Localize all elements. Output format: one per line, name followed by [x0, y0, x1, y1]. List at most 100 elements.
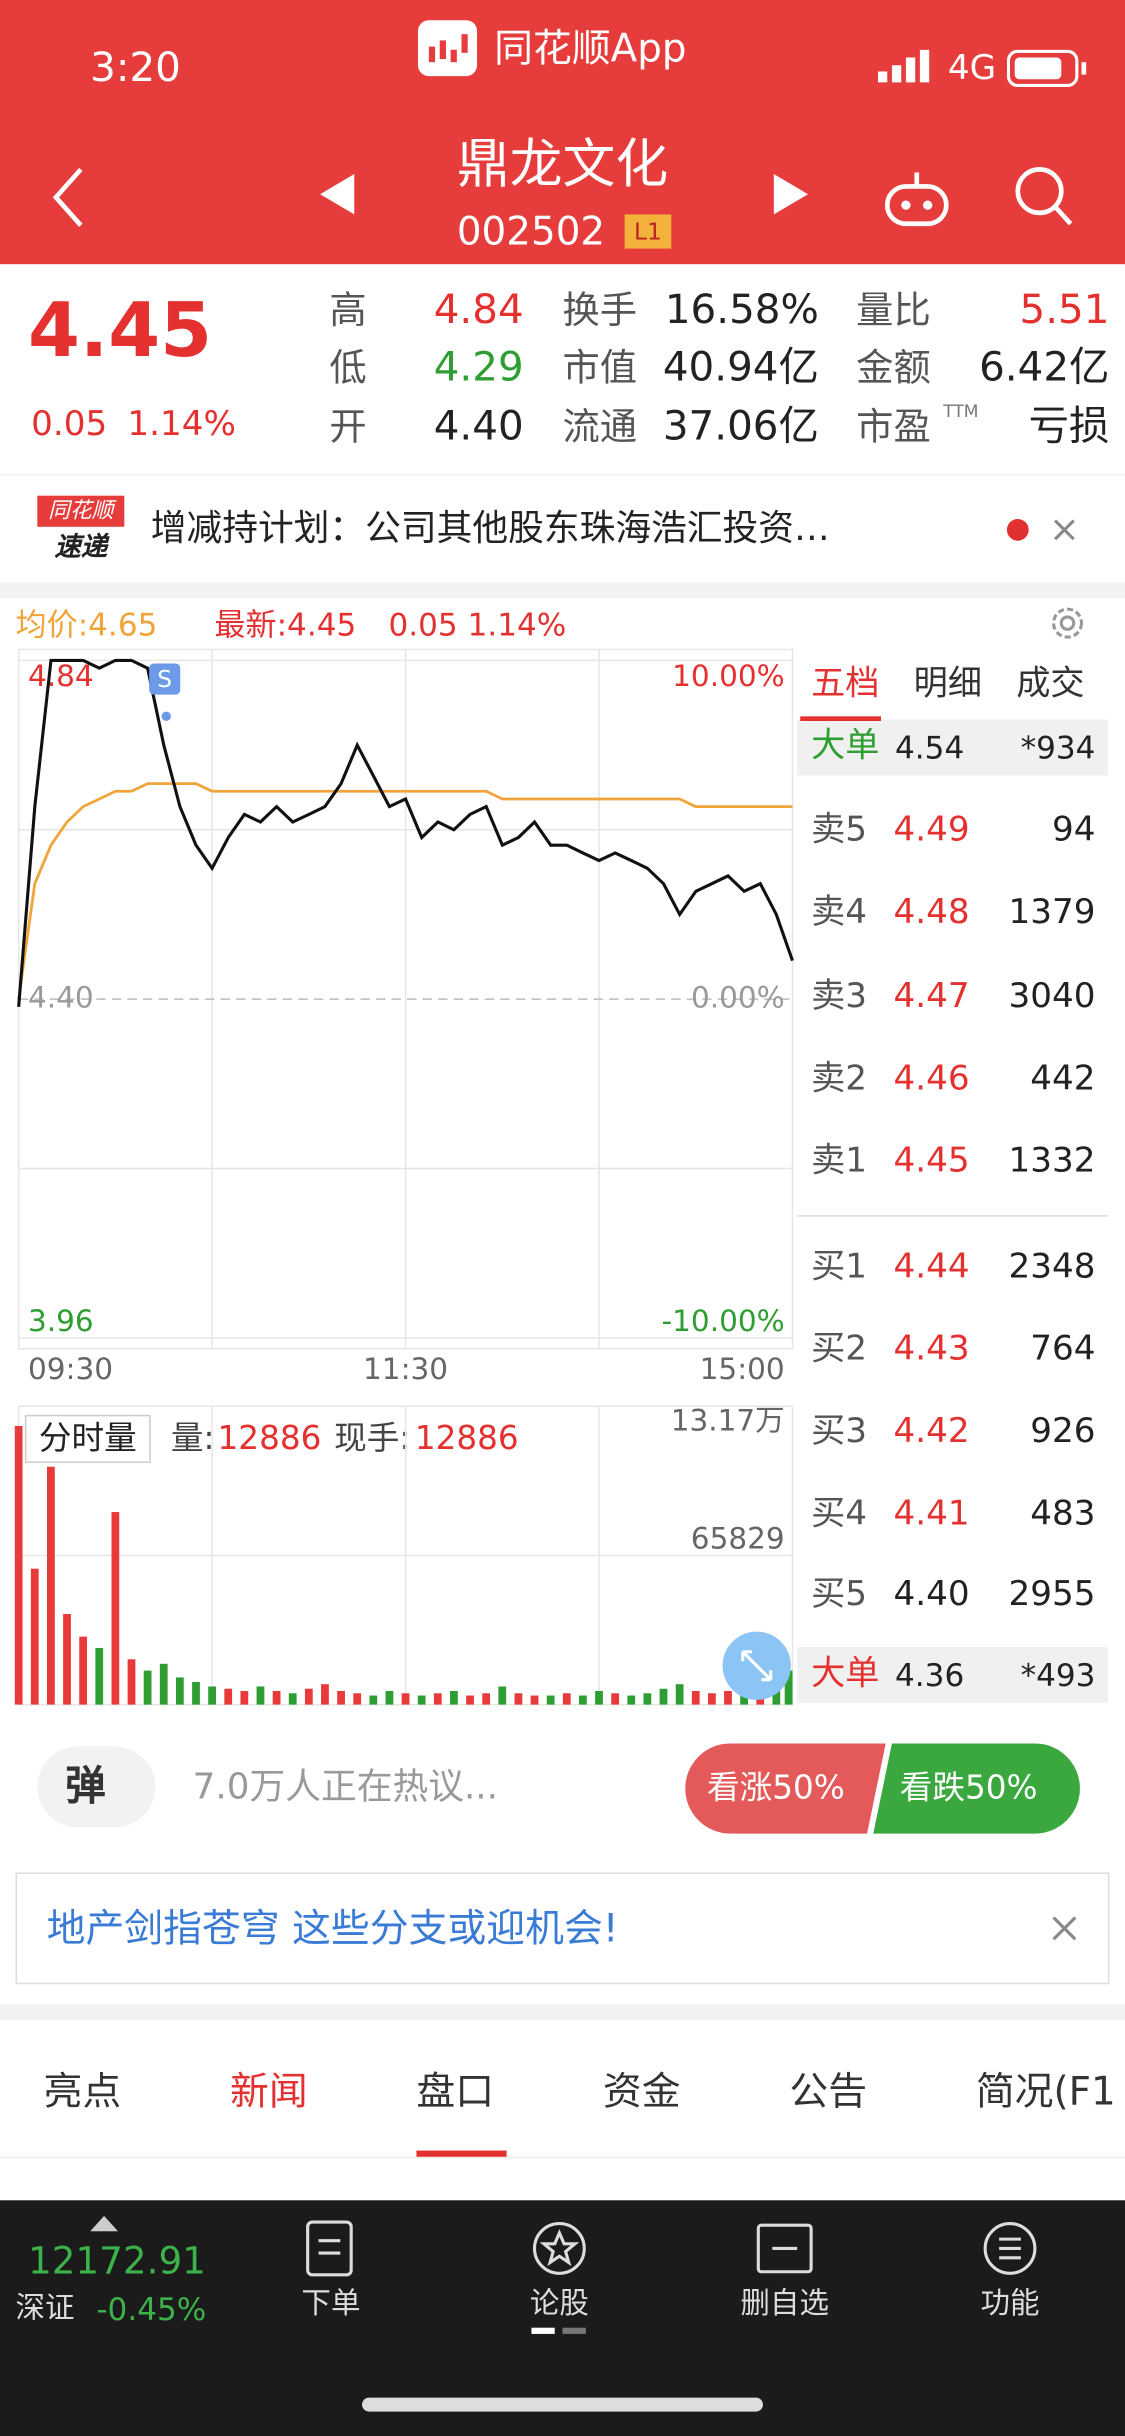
detail-tab[interactable]: 盘口 — [416, 2068, 495, 2115]
volume-bar — [579, 1695, 587, 1705]
stock-name: 鼎龙文化 — [456, 133, 669, 196]
volume-bar — [304, 1688, 313, 1705]
divider — [0, 2156, 1125, 2159]
volume-value: 12886 — [217, 1419, 322, 1457]
banner-close[interactable] — [1050, 1914, 1078, 1942]
book-volume: 2955 — [1008, 1575, 1096, 1615]
book-label: 买1 — [811, 1247, 868, 1287]
stat-value: 5.51 — [1019, 287, 1110, 335]
prev-stock[interactable] — [317, 171, 361, 218]
volume-bar — [30, 1568, 39, 1705]
volume-bar — [401, 1693, 410, 1705]
stat-label: 量比 — [856, 289, 931, 333]
tab-underline — [800, 716, 882, 721]
volume-bar — [514, 1693, 523, 1705]
y-tick-label: 3.96 — [28, 1304, 94, 1338]
divider — [797, 1215, 1108, 1217]
index-change: -0.45% — [96, 2290, 207, 2328]
volume-bar — [611, 1693, 620, 1705]
stat-label: 低 — [329, 346, 367, 391]
detail-tab[interactable]: 简况(F1 — [975, 2068, 1116, 2115]
book-price: 4.47 — [893, 977, 970, 1017]
volume-bar — [240, 1691, 249, 1705]
book-volume: 483 — [1030, 1494, 1096, 1534]
robot-button[interactable] — [883, 168, 954, 230]
book-price: 4.43 — [893, 1330, 970, 1369]
y-tick-label: 65829 — [691, 1521, 785, 1555]
book-label: 卖5 — [811, 811, 868, 850]
x-tick-label: 11:30 — [363, 1352, 448, 1386]
nav-label[interactable]: 下单 — [301, 2286, 361, 2321]
stat-value: 37.06亿 — [662, 404, 819, 451]
banner[interactable] — [15, 1872, 1110, 1985]
detail-tab[interactable]: 亮点 — [43, 2068, 122, 2115]
nav-label[interactable]: 删自选 — [740, 2286, 829, 2321]
stat-value: 亏损 — [1028, 404, 1110, 451]
volume-bar — [95, 1647, 104, 1705]
volume-bar — [224, 1688, 233, 1705]
volume-bar — [337, 1691, 345, 1705]
volume-bar — [498, 1686, 507, 1705]
nav-icon[interactable] — [980, 2219, 1039, 2278]
volume-bar — [192, 1681, 200, 1705]
stat-label: 高 — [329, 289, 367, 333]
big-order-row — [797, 719, 1108, 776]
news-close[interactable] — [1004, 516, 1082, 544]
book-tab[interactable]: 五档 — [811, 665, 880, 704]
book-volume: 2348 — [1008, 1247, 1096, 1287]
danmu-button[interactable]: 弹 — [37, 1746, 156, 1828]
nav-icon[interactable] — [301, 2219, 360, 2278]
search-button[interactable] — [1013, 165, 1075, 230]
index-arrow — [90, 2215, 119, 2232]
book-price: 4.48 — [893, 893, 970, 933]
index-value[interactable]: 12172.91 — [27, 2239, 206, 2283]
book-volume: 1379 — [1008, 893, 1096, 933]
back-button[interactable] — [47, 163, 94, 231]
volume-bar — [659, 1688, 668, 1705]
volume-bar — [353, 1693, 362, 1705]
marker-box — [149, 663, 181, 695]
news-text[interactable]: 增减持计划：公司其他股东珠海浩汇投资… — [150, 508, 830, 550]
book-price: 4.46 — [893, 1059, 970, 1099]
badge-bottom: 速递 — [54, 532, 108, 564]
divider — [0, 473, 1125, 476]
volume-bar — [627, 1695, 636, 1705]
banner-text[interactable]: 地产剑指苍穹 这些分支或迎机会! — [46, 1905, 619, 1951]
next-stock[interactable] — [771, 171, 815, 218]
bear-button[interactable]: 看跌50% — [899, 1769, 1038, 1807]
detail-tab[interactable]: 新闻 — [229, 2068, 308, 2115]
last-price: 4.45 — [27, 287, 213, 375]
volume-label: 量: — [170, 1419, 215, 1457]
home-indicator — [362, 2397, 763, 2412]
nav-label[interactable]: 功能 — [980, 2286, 1040, 2321]
avg-label: 均价:4.65 — [15, 606, 158, 644]
danmu-label: 弹 — [65, 1763, 106, 1811]
volume-bar — [143, 1670, 152, 1705]
book-tab[interactable]: 明细 — [913, 665, 983, 704]
price-line — [17, 658, 794, 1008]
price-change: 0.05 — [31, 405, 108, 445]
battery-icon — [1006, 49, 1087, 88]
volume-bar — [450, 1691, 458, 1705]
nav-icon[interactable] — [530, 2219, 589, 2278]
volume-bar — [433, 1693, 442, 1705]
volume-bar — [595, 1691, 603, 1705]
book-price: 4.44 — [893, 1247, 970, 1287]
book-tab[interactable]: 成交 — [1016, 665, 1085, 704]
big-order-price: 4.36 — [895, 1656, 965, 1694]
nav-label[interactable]: 论股 — [529, 2286, 589, 2321]
detail-tab[interactable]: 公告 — [789, 2068, 868, 2115]
volume-bar — [208, 1686, 216, 1705]
settings-button[interactable] — [1047, 603, 1087, 643]
nav-icon[interactable] — [755, 2219, 814, 2278]
marker-label: S — [157, 666, 172, 693]
detail-tab[interactable]: 资金 — [602, 2068, 681, 2115]
stat-label: 流通 — [562, 405, 638, 450]
volume-title[interactable]: 分时量 — [24, 1414, 151, 1463]
stock-code: 002502 — [456, 208, 606, 255]
discussion-text[interactable]: 7.0万人正在热议... — [192, 1767, 499, 1808]
bull-button[interactable]: 看涨50% — [707, 1769, 845, 1807]
divider — [0, 2004, 1125, 2021]
